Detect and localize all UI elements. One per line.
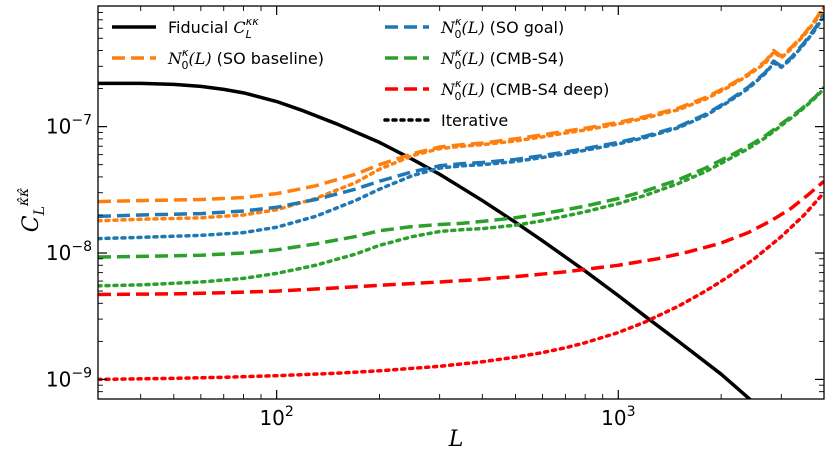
series-line-8 [98,190,824,382]
legend-item-iter: Iterative [383,111,508,130]
series-line-0 [98,81,753,399]
legend-label-fid: Fiducial CLκκ [168,15,259,41]
y-tick-label-1: 10−8 [46,239,92,265]
legend-item-fid: Fiducial CLκκ [112,15,259,41]
tick-layer: 102 103 10−9 10−8 10−7 [46,5,825,430]
legend-label-iter: Iterative [441,111,508,130]
plot-frame [97,5,825,400]
legend: Fiducial CLκκ Nκ 0(L) (SO baseline) Nκ 0(L) … [112,15,609,130]
legend-label-s4d: Nκ 0(L) (CMB-S4 deep) [440,77,609,103]
legend-item-s4d: Nκ 0(L) (CMB-S4 deep) [385,77,609,103]
legend-label-sog: Nκ 0(L) (SO goal) [440,15,564,41]
y-tick-label-2: 10−7 [46,113,92,139]
legend-item-sob: Nκ 0(L) (SO baseline) [112,46,324,72]
y-tick-label-0: 10−9 [46,365,92,391]
legend-item-s4: Nκ 0(L) (CMB-S4) [385,46,564,72]
x-axis-label: L [448,427,464,452]
series-line-4 [98,13,824,241]
series-line-7 [98,179,824,297]
legend-label-sob: Nκ 0(L) (SO baseline) [167,46,324,72]
legend-label-s4: Nκ 0(L) (CMB-S4) [440,46,564,72]
series-line-5 [98,86,824,259]
x-tick-label-0: 102 [259,404,293,430]
series-layer [98,6,824,399]
series-line-6 [98,86,824,288]
legend-item-sog: Nκ 0(L) (SO goal) [385,15,564,41]
series-line-2 [98,6,824,223]
x-tick-label-1: 103 [601,404,635,430]
